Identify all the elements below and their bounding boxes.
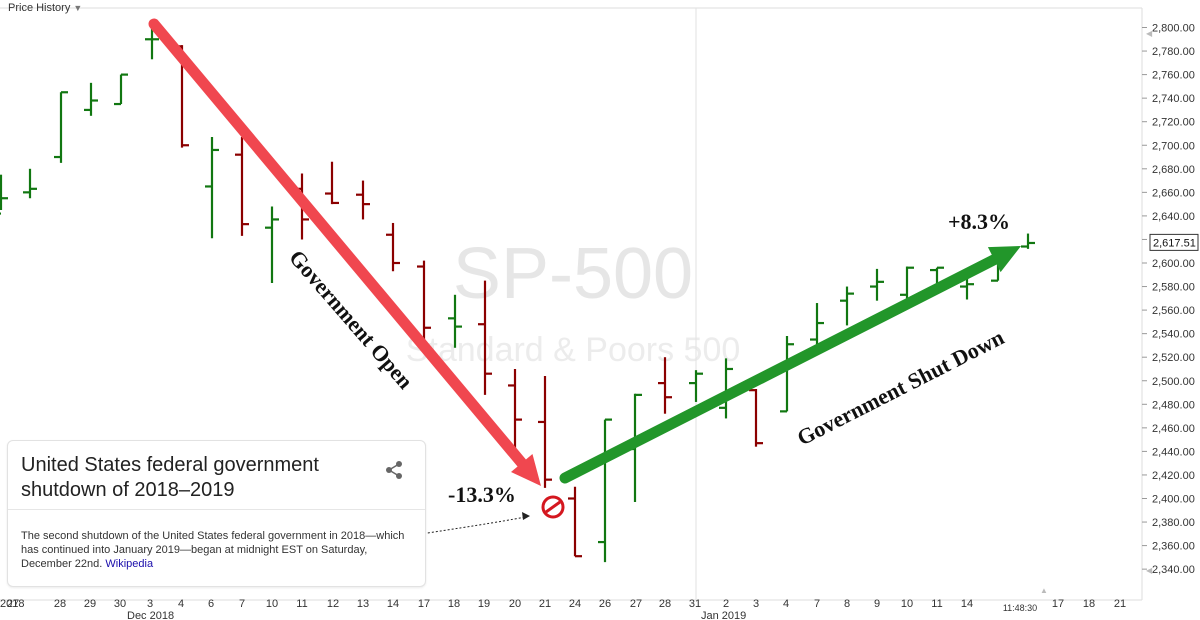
x-tick-label: 8 bbox=[844, 598, 850, 610]
card-title: United States federal government shutdow… bbox=[21, 454, 319, 501]
y-tick-label: 2,740.00 bbox=[1152, 93, 1195, 105]
y-tick-label: 2,660.00 bbox=[1152, 187, 1195, 199]
y-tick-label: 2,360.00 bbox=[1152, 541, 1195, 553]
no-entry-icon-bar bbox=[545, 500, 561, 514]
scroll-down-icon: ◀ bbox=[1146, 566, 1153, 575]
x-tick-label: 24 bbox=[569, 598, 581, 610]
gain-percent-label: +8.3% bbox=[948, 209, 1010, 234]
card-description-text: The second shutdown of the United States… bbox=[21, 530, 405, 570]
x-tick-label: 14 bbox=[961, 598, 973, 610]
price-history-dropdown[interactable]: Price History ▼ bbox=[8, 2, 82, 14]
recovery-arrow-shaft bbox=[559, 254, 1000, 484]
x-tick-label: 10 bbox=[901, 598, 913, 610]
x-tick-label: 27 bbox=[630, 598, 642, 610]
x-tick-label: 29 bbox=[84, 598, 96, 610]
watermark-title: SP-500 bbox=[453, 234, 693, 314]
y-tick-label: 2,500.00 bbox=[1152, 376, 1195, 388]
y-tick-label: 2,340.00 bbox=[1152, 564, 1195, 576]
y-tick-label: 2,420.00 bbox=[1152, 470, 1195, 482]
share-icon[interactable] bbox=[383, 459, 405, 481]
last-price-box bbox=[1149, 233, 1199, 251]
decline-arrow-shaft bbox=[148, 18, 528, 469]
x-tick-label: 28 bbox=[54, 598, 66, 610]
x-tick-label: 10 bbox=[266, 598, 278, 610]
x-tick-label: 7 bbox=[239, 598, 245, 610]
x-tick-label: 21 bbox=[1114, 598, 1126, 610]
x-tick-label: 3 bbox=[753, 598, 759, 610]
watermark-subtitle: Standard & Poors 500 bbox=[406, 331, 741, 369]
decline-percent-label: -13.3% bbox=[448, 482, 516, 507]
last-price-label: 2,617.51 bbox=[1153, 237, 1196, 249]
x-tick-label: 2 bbox=[723, 598, 729, 610]
x-tick-label: 19 bbox=[478, 598, 490, 610]
y-tick-label: 2,540.00 bbox=[1152, 329, 1195, 341]
x-tick-label: 21 bbox=[539, 598, 551, 610]
y-tick-label: 2,780.00 bbox=[1152, 46, 1195, 58]
x-tick-label: 17 bbox=[1052, 598, 1064, 610]
y-tick-label: 2,760.00 bbox=[1152, 70, 1195, 82]
x-tick-label: 9 bbox=[874, 598, 880, 610]
x-tick-label: 13 bbox=[357, 598, 369, 610]
x-tick-label: 31 bbox=[689, 598, 701, 610]
x-period-label: Jan 2019 bbox=[701, 610, 746, 620]
x-tick-label: 20 bbox=[509, 598, 521, 610]
x-tick-label: 12 bbox=[327, 598, 339, 610]
x-tick-label: 17 bbox=[418, 598, 430, 610]
x-tick-label: 28 bbox=[659, 598, 671, 610]
price-history-label: Price History bbox=[8, 2, 71, 14]
x-tick-label: 11 bbox=[931, 598, 942, 610]
y-tick-label: 2,440.00 bbox=[1152, 446, 1195, 458]
card-connector-head bbox=[522, 512, 530, 520]
x-period-label: Dec 2018 bbox=[127, 610, 174, 620]
x-tick-label: 27 bbox=[7, 598, 19, 610]
x-tick-label: 4 bbox=[178, 598, 184, 610]
x-tick-label: 11 bbox=[296, 598, 307, 610]
y-tick-label: 2,400.00 bbox=[1152, 494, 1195, 506]
x-tick-label: 18 bbox=[1083, 598, 1095, 610]
y-tick-label: 2,700.00 bbox=[1152, 140, 1195, 152]
scroll-up-icon: ◀ bbox=[1146, 29, 1153, 38]
card-divider bbox=[8, 509, 425, 510]
x-tick-label: 18 bbox=[448, 598, 460, 610]
x-tick-label: 3 bbox=[147, 598, 153, 610]
y-tick-label: 2,480.00 bbox=[1152, 399, 1195, 411]
y-tick-label: 2,640.00 bbox=[1152, 211, 1195, 223]
y-tick-label: 2,680.00 bbox=[1152, 164, 1195, 176]
caret-down-icon: ▼ bbox=[73, 3, 83, 13]
x-tick-label: 14 bbox=[387, 598, 399, 610]
y-tick-label: 2,720.00 bbox=[1152, 117, 1195, 129]
x-time-label: 11:48:30 bbox=[1003, 603, 1037, 613]
card-description: The second shutdown of the United States… bbox=[21, 529, 411, 571]
wikipedia-link[interactable]: Wikipedia bbox=[105, 558, 154, 570]
y-tick-label: 2,560.00 bbox=[1152, 305, 1195, 317]
y-tick-label: 2,460.00 bbox=[1152, 423, 1195, 435]
y-tick-label: 2,600.00 bbox=[1152, 258, 1195, 270]
x-tick-label: 30 bbox=[114, 598, 126, 610]
y-tick-label: 2,580.00 bbox=[1152, 282, 1195, 294]
x-tick-label: 26 bbox=[599, 598, 611, 610]
x-tick-label: 2018 bbox=[0, 598, 24, 610]
y-tick-label: 2,800.00 bbox=[1152, 23, 1195, 35]
recovery-arrow-head bbox=[987, 246, 1021, 273]
x-scroll-icon: ▲ bbox=[1040, 586, 1048, 595]
x-tick-label: 6 bbox=[208, 598, 214, 610]
y-tick-label: 2,380.00 bbox=[1152, 517, 1195, 529]
x-tick-label: 4 bbox=[783, 598, 789, 610]
info-card: United States federal government shutdow… bbox=[7, 440, 426, 587]
x-tick-label: 7 bbox=[814, 598, 820, 610]
decline-arrow-head bbox=[511, 454, 541, 486]
y-tick-label: 2,520.00 bbox=[1152, 352, 1195, 364]
